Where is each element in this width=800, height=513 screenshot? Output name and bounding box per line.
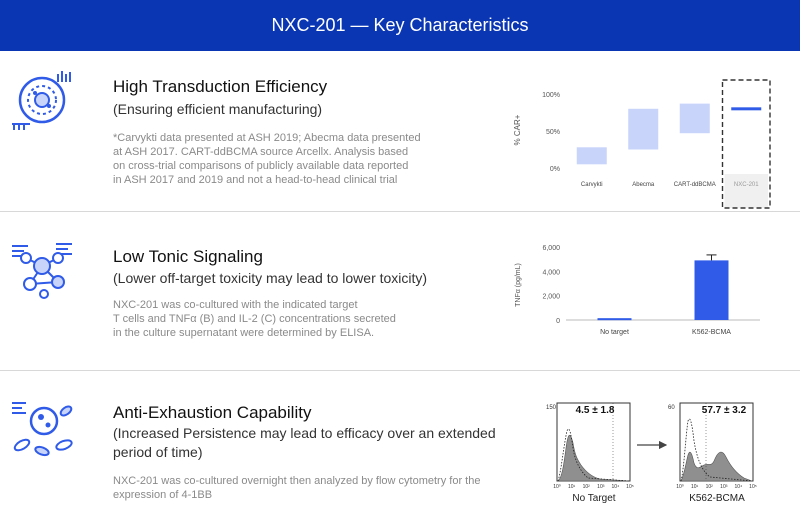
tnf-chart: TNFα (pg/mL) 0 2,000 4,000 6,000 No target K… (515, 245, 760, 336)
x-tick-label: No target (600, 329, 629, 336)
range-bar (628, 108, 659, 150)
panel-label: K562-BCMA (689, 493, 745, 504)
row-anti-exhaustion: Anti-Exhaustion Capability (Increased Pe… (0, 371, 800, 513)
histogram-control-line (557, 428, 630, 482)
highlight-shade (724, 174, 768, 208)
row-note: NXC-201 was co-cultured overnight then a… (113, 475, 481, 501)
y-tick-label: 0 (556, 318, 560, 325)
y-max-label: 150 (546, 405, 557, 411)
y-tick-label: 4,000 (542, 269, 560, 276)
bar (694, 260, 729, 320)
row-note: *Carvykti data presented at ASH 2019; Ab… (113, 132, 421, 186)
bar (597, 318, 632, 321)
x-tick-label: Abecma (632, 182, 655, 188)
x-tick-label: 10³ (597, 484, 605, 490)
panel-label: No Target (572, 493, 615, 504)
y-tick-label: 6,000 (542, 245, 560, 252)
row-tonic-signaling: Low Tonic Signaling (Lower off-target to… (0, 212, 800, 370)
transduction-chart: % CAR+ 0% 50% 100% Carvykti Abecma CART-ddBC… (513, 79, 771, 209)
y-axis-label: TNFα (pg/mL) (515, 263, 522, 307)
x-tick-label: CART-ddBCMA (674, 182, 716, 188)
cells-icon (12, 402, 73, 457)
histogram-area (557, 435, 630, 482)
percent-positive: 57.7 ± 3.2 (702, 405, 747, 416)
x-tick-label: K562-BCMA (692, 329, 731, 336)
range-bar (731, 107, 762, 111)
range-bar (576, 147, 607, 165)
percent-positive: 4.5 ± 1.8 (576, 405, 615, 416)
x-tick-label: 10⁰ (553, 484, 561, 490)
x-tick-label: 10² (583, 484, 591, 490)
row-subtitle: (Increased Persistence may lead to effic… (113, 425, 496, 460)
x-tick-label: NXC-201 (734, 182, 759, 188)
row-transduction: High Transduction Efficiency (Ensuring e… (0, 52, 800, 211)
row-subtitle: (Lower off-target toxicity may lead to l… (113, 270, 428, 286)
y-tick-label: 0% (550, 166, 560, 173)
page-banner: NXC-201 — Key Characteristics (0, 0, 800, 51)
row-divider (0, 211, 800, 212)
histogram-panel-no-target: 150 4.5 ± 1.8 10⁰ 10¹ 10² 10³ 10⁴ 10⁵ No Targ… (546, 402, 634, 504)
x-tick-label: 10⁵ (626, 484, 634, 490)
row-title: Anti-Exhaustion Capability (113, 403, 312, 422)
network-icon (12, 243, 72, 299)
flow-cytometry-chart: 150 4.5 ± 1.8 10⁰ 10¹ 10² 10³ 10⁴ 10⁵ No Targ… (546, 402, 757, 504)
histogram-area (680, 451, 753, 482)
histogram-panel-k562-bcma: 60 57.7 ± 3.2 10⁰ 10¹ 10² 10³ 10⁴ 10⁵ K562-BC… (668, 402, 757, 504)
y-tick-label: 100% (542, 92, 560, 99)
x-tick-label: 10² (706, 484, 714, 490)
row-divider (0, 370, 800, 371)
x-tick-label: 10⁰ (676, 484, 684, 490)
x-tick-label: 10³ (720, 484, 728, 490)
row-title: High Transduction Efficiency (113, 77, 328, 96)
x-tick-label: 10⁴ (735, 484, 743, 490)
cell-icon (12, 71, 71, 130)
y-tick-label: 50% (546, 129, 560, 136)
x-tick-label: 10⁵ (749, 484, 757, 490)
row-note: NXC-201 was co-cultured with the indicat… (113, 299, 396, 339)
x-tick-label: 10⁴ (612, 484, 620, 490)
page-title: NXC-201 — Key Characteristics (271, 15, 529, 35)
row-title: Low Tonic Signaling (113, 247, 263, 266)
x-tick-label: 10¹ (691, 484, 699, 490)
y-max-label: 60 (668, 405, 675, 411)
y-tick-label: 2,000 (542, 294, 560, 301)
range-bar (679, 103, 710, 134)
x-tick-label: 10¹ (568, 484, 576, 490)
y-axis-label: % CAR+ (513, 114, 522, 145)
x-tick-label: Carvykti (581, 182, 603, 188)
row-subtitle: (Ensuring efficient manufacturing) (113, 101, 323, 117)
